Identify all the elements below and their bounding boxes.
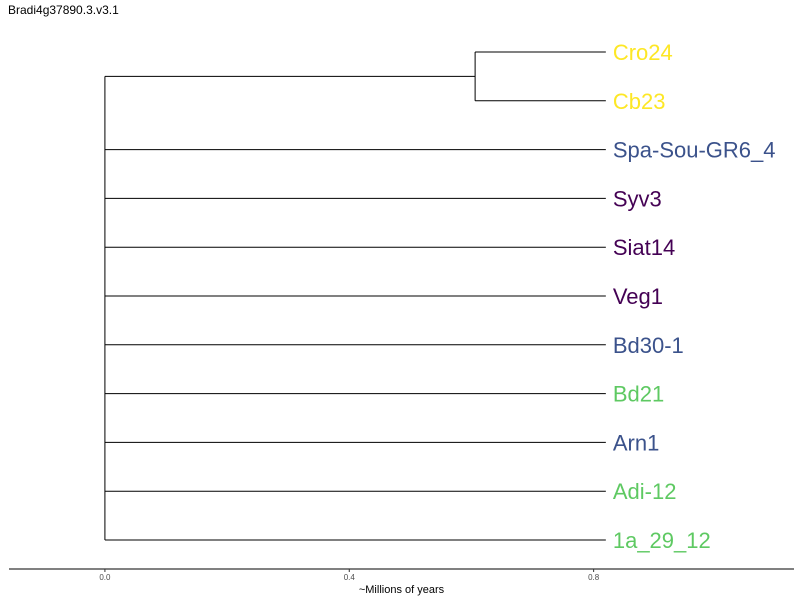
chart-title: Bradi4g37890.3.v3.1 — [8, 3, 119, 17]
tip-label-Adi-12: Adi-12 — [613, 479, 677, 504]
branches-group — [104, 51, 606, 541]
tip-label-Arn1: Arn1 — [613, 430, 659, 455]
x-tick-label: 0.4 — [344, 573, 356, 582]
tip-label-Cro24: Cro24 — [613, 40, 673, 65]
x-tick-label: 0.0 — [99, 573, 111, 582]
x-axis-title: ~Millions of years — [359, 584, 445, 596]
x-tick-label: 0.8 — [588, 573, 600, 582]
tip-label-1a_29_12: 1a_29_12 — [613, 528, 711, 553]
tip-labels-group: Cro24 Cb23 Spa-Sou-GR6_4 Syv3 Siat14 Veg1 Bd30… — [613, 40, 776, 553]
x-axis-ticks: 0.0 0.4 0.8 — [99, 569, 600, 582]
tip-label-Spa-Sou-GR6_4: Spa-Sou-GR6_4 — [613, 138, 776, 163]
tip-label-Cb23: Cb23 — [613, 89, 666, 114]
tip-label-Siat14: Siat14 — [613, 235, 675, 260]
tip-label-Syv3: Syv3 — [613, 186, 662, 211]
tip-label-Veg1: Veg1 — [613, 284, 663, 309]
tip-label-Bd21: Bd21 — [613, 382, 664, 407]
tip-label-Bd30-1: Bd30-1 — [613, 333, 684, 358]
